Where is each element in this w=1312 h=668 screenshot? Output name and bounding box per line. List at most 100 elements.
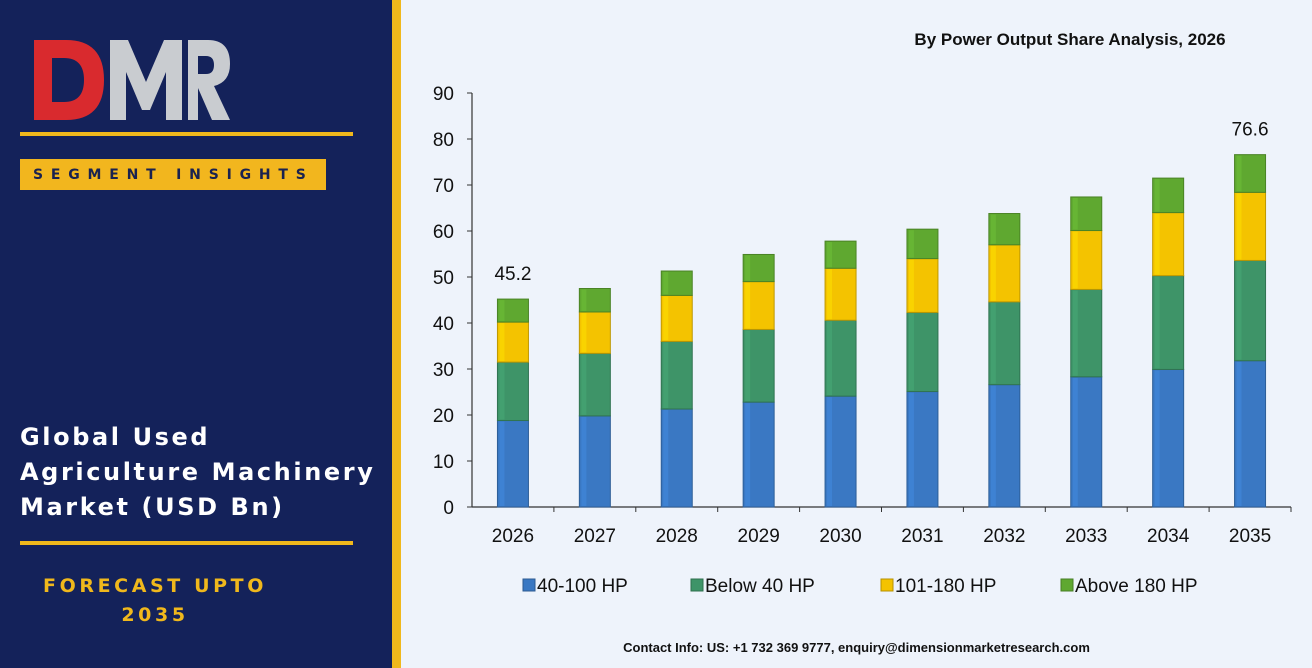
legend-label: Above 180 HP bbox=[1075, 576, 1198, 597]
y-tick-label: 50 bbox=[433, 268, 454, 289]
bar-segment-highlight bbox=[908, 230, 914, 258]
bar-segment-highlight bbox=[990, 214, 996, 244]
dmr-logo bbox=[34, 40, 230, 120]
bar-segment-highlight bbox=[499, 421, 505, 506]
y-tick-label: 30 bbox=[433, 360, 454, 381]
legend-label: 40-100 HP bbox=[537, 576, 628, 597]
report-title: Global Used Agriculture Machinery Market… bbox=[20, 420, 390, 525]
bar-segment-highlight bbox=[908, 313, 914, 391]
x-tick-label: 2032 bbox=[983, 526, 1025, 547]
bar-segment bbox=[906, 391, 939, 508]
bar-segment-highlight bbox=[745, 403, 751, 506]
bar-segment-highlight bbox=[663, 410, 669, 506]
bar-segment-highlight bbox=[1154, 276, 1160, 369]
bottom-gold-divider bbox=[20, 541, 353, 545]
x-axis: 2026 2027 2028 2029 2030 2031 2032 2033 2034 2035 bbox=[472, 506, 1292, 547]
bar-segment bbox=[1152, 177, 1185, 214]
sidebar-panel: SEGMENT INSIGHTS Global Used Agriculture… bbox=[0, 0, 392, 668]
bar-segment bbox=[578, 288, 611, 313]
bar-segment-highlight bbox=[827, 321, 833, 396]
legend-swatch bbox=[880, 578, 894, 592]
top-gold-divider bbox=[20, 132, 353, 136]
x-tick-label: 2028 bbox=[656, 526, 698, 547]
legend-label: 101-180 HP bbox=[895, 576, 996, 597]
bar-segment-highlight bbox=[990, 385, 996, 506]
bar-segment-highlight bbox=[827, 242, 833, 268]
x-tick-label: 2030 bbox=[819, 526, 861, 547]
bar-segment-highlight bbox=[1154, 179, 1160, 212]
data-label: 76.6 bbox=[1232, 120, 1269, 141]
bar-segment bbox=[988, 213, 1021, 246]
forecast-label: FORECAST UPTO 2035 bbox=[0, 572, 310, 630]
chart-title: By Power Output Share Analysis, 2026 bbox=[914, 30, 1226, 49]
bar-segment bbox=[1234, 154, 1267, 193]
bar-segment-highlight bbox=[990, 302, 996, 384]
x-tick-label: 2031 bbox=[901, 526, 943, 547]
bar-stacks bbox=[496, 154, 1267, 508]
bar-segment-highlight bbox=[581, 289, 587, 311]
x-tick-label: 2027 bbox=[574, 526, 616, 547]
legend-swatch bbox=[1060, 578, 1074, 592]
bar-segment-highlight bbox=[908, 392, 914, 506]
bar-segment bbox=[1070, 230, 1103, 290]
y-axis: 0 10 20 30 40 50 60 70 80 90 bbox=[433, 84, 473, 519]
bar-segment bbox=[824, 240, 857, 269]
bar-segment-highlight bbox=[499, 323, 505, 362]
bar-segment bbox=[660, 340, 693, 410]
bar-segment-highlight bbox=[663, 272, 669, 295]
forecast-line: FORECAST UPTO bbox=[43, 575, 267, 597]
y-tick-label: 60 bbox=[433, 222, 454, 243]
x-tick-label: 2035 bbox=[1229, 526, 1271, 547]
bar-segment bbox=[988, 384, 1021, 508]
bar-segment bbox=[1070, 376, 1103, 508]
bar-segment bbox=[1234, 360, 1267, 508]
bar-segment-highlight bbox=[745, 282, 751, 329]
bar-segment bbox=[906, 311, 939, 393]
bar-segment-highlight bbox=[1236, 193, 1242, 260]
bar-segment bbox=[496, 321, 529, 363]
bar-segment bbox=[660, 270, 693, 296]
segment-insights-badge: SEGMENT INSIGHTS bbox=[20, 159, 326, 190]
bar-segment bbox=[742, 253, 775, 283]
bar-segment bbox=[906, 228, 939, 260]
bar-segment-highlight bbox=[581, 354, 587, 415]
bar-segment bbox=[660, 408, 693, 508]
bar-segment-highlight bbox=[499, 363, 505, 420]
legend-swatch bbox=[690, 578, 704, 592]
bar-segment bbox=[824, 395, 857, 508]
bar-segment-highlight bbox=[745, 255, 751, 281]
bar-segment-highlight bbox=[1072, 290, 1078, 376]
segment-insights-label: SEGMENT INSIGHTS bbox=[33, 166, 314, 183]
x-tick-label: 2026 bbox=[492, 526, 534, 547]
chart-legend: 40-100 HP Below 40 HP 101-180 HP Above 180 … bbox=[522, 576, 1198, 597]
bar-segment-highlight bbox=[827, 269, 833, 320]
y-tick-label: 10 bbox=[433, 452, 454, 473]
contact-info: Contact Info: US: +1 732 369 9777, enqui… bbox=[623, 640, 1090, 655]
bar-segment bbox=[742, 401, 775, 508]
bar-segment bbox=[1070, 288, 1103, 378]
legend-label: Below 40 HP bbox=[705, 576, 815, 597]
bar-segment bbox=[824, 267, 857, 321]
x-tick-label: 2033 bbox=[1065, 526, 1107, 547]
bar-segment bbox=[578, 415, 611, 508]
y-tick-label: 90 bbox=[433, 84, 454, 105]
bar-segment bbox=[1152, 212, 1185, 277]
bar-segment-highlight bbox=[908, 259, 914, 312]
bar-segment-highlight bbox=[1236, 361, 1242, 506]
bar-segment-highlight bbox=[827, 397, 833, 506]
bar-segment-highlight bbox=[745, 330, 751, 402]
bar-segment-highlight bbox=[990, 245, 996, 301]
bar-segment bbox=[742, 281, 775, 330]
bar-segment-highlight bbox=[1236, 155, 1242, 192]
bar-segment bbox=[1070, 196, 1103, 232]
bar-segment bbox=[988, 301, 1021, 386]
y-tick-label: 20 bbox=[433, 406, 454, 427]
bar-segment-highlight bbox=[663, 296, 669, 341]
y-tick-label: 80 bbox=[433, 130, 454, 151]
vertical-gold-divider bbox=[392, 0, 401, 668]
logo-letter-m bbox=[110, 40, 182, 120]
bar-segment-highlight bbox=[1072, 231, 1078, 289]
bar-segment-highlight bbox=[1072, 197, 1078, 230]
bar-segment-highlight bbox=[663, 342, 669, 409]
